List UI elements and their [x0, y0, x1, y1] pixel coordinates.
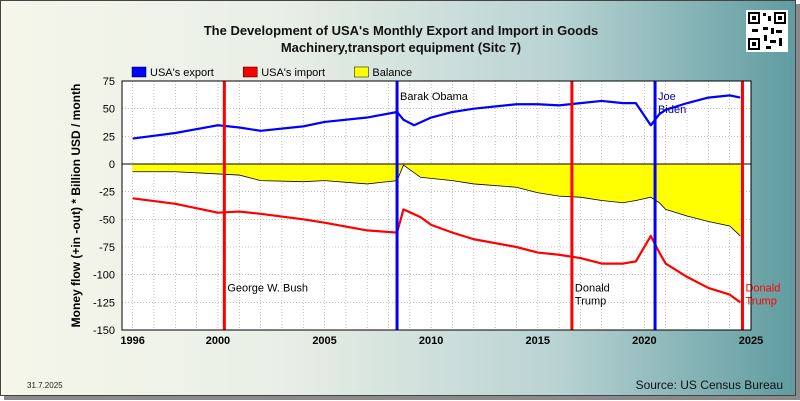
y-tick-label: -50 — [99, 214, 115, 226]
legend-item-balance-swatch — [354, 66, 369, 78]
y-tick-label: 0 — [109, 159, 115, 171]
chart-title-line1: The Development of USA's Monthly Export … — [203, 23, 599, 38]
x-tick-label: 2020 — [632, 335, 656, 347]
chart-title-line2: Machinery,transport equipment (Sitc 7) — [280, 40, 522, 55]
plot-area — [121, 80, 752, 331]
president-marker-label: George W. Bush — [227, 282, 308, 294]
qr-code-icon — [746, 10, 788, 52]
president-marker-label: Joe Biden — [658, 91, 686, 116]
president-marker-label: Barak Obama — [400, 91, 469, 103]
legend-item-export-swatch — [131, 66, 147, 78]
y-tick-label: 25 — [103, 131, 115, 143]
y-tick-label: -150 — [93, 325, 115, 337]
legend-item-export-label: USA's export — [150, 67, 214, 79]
balance-area — [132, 164, 741, 236]
x-tick-label: 1996 — [120, 335, 144, 347]
y-tick-label: -125 — [93, 297, 115, 309]
y-tick-label: -25 — [99, 187, 115, 199]
y-tick-label: 75 — [103, 76, 115, 88]
plot-border — [121, 80, 752, 331]
import-series-line — [132, 197, 741, 304]
president-marker-label: Donald Trump — [745, 282, 780, 307]
legend: USA's export USA's import Balance — [131, 66, 412, 79]
y-axis-label: Money flow (+in -out) * Billion USD / mo… — [69, 84, 83, 328]
x-tick-label: 2005 — [312, 335, 336, 347]
legend-item-import-label: USA's import — [261, 67, 325, 79]
legend-item-balance-label: Balance — [372, 67, 412, 79]
x-tick-label: 2025 — [739, 335, 763, 347]
y-tick-label: 50 — [103, 104, 115, 116]
date-stamp: 31.7.2025 — [27, 381, 63, 390]
export-series-line — [132, 94, 741, 140]
legend-item-import-swatch — [242, 66, 258, 78]
president-marker-label: Donald Trump — [575, 282, 610, 307]
balance-line — [132, 164, 741, 237]
x-tick-label: 2010 — [419, 335, 443, 347]
x-tick-label: 2015 — [526, 335, 550, 347]
y-tick-label: -100 — [93, 270, 115, 282]
source-label: Source: US Census Bureau — [635, 378, 783, 392]
y-tick-label: -75 — [99, 242, 115, 254]
x-tick-label: 2000 — [206, 335, 230, 347]
